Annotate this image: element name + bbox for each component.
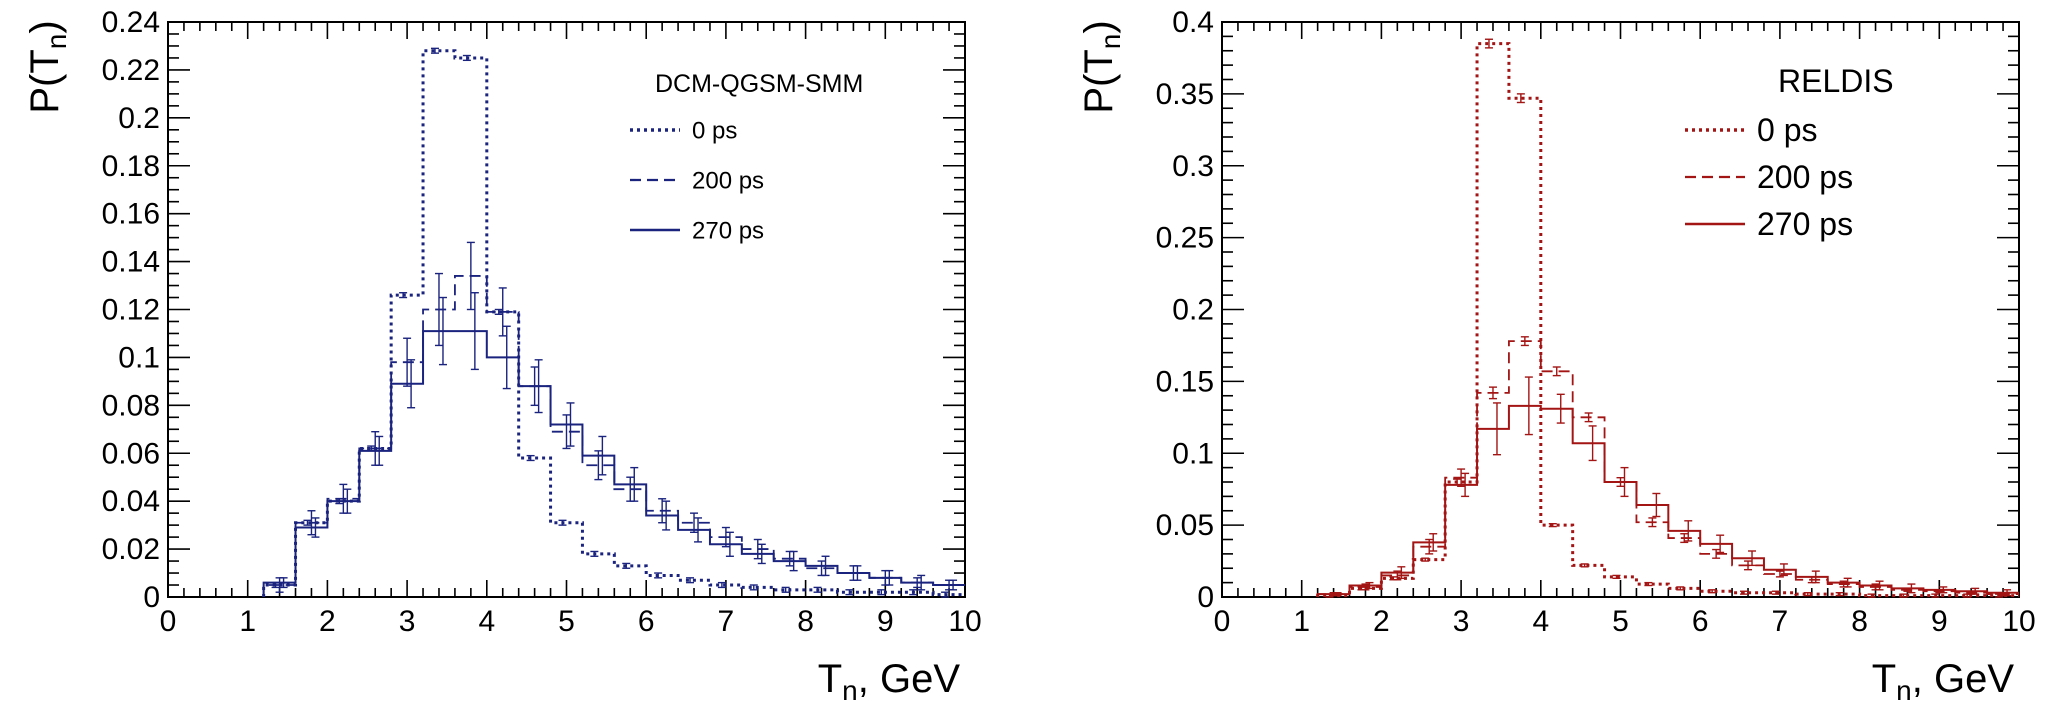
histogram-line: [262, 330, 965, 597]
x-tick-label: 7: [1772, 605, 1789, 638]
legend-label: 0 ps: [1757, 112, 1817, 148]
x-tick-label: 5: [558, 605, 575, 638]
y-tick-label: 0: [1197, 581, 1214, 614]
x-tick-label: 1: [239, 605, 256, 638]
x-axis-title: Tn, GeV: [1872, 657, 2015, 702]
legend-title: DCM-QGSM-SMM: [655, 70, 863, 98]
plot-frame: [167, 21, 966, 598]
legend: DCM-QGSM-SMM 0 ps 200 ps 270 ps: [630, 70, 863, 244]
y-tick-label: 0.05: [1156, 509, 1214, 542]
x-tick-label: 10: [948, 605, 981, 638]
series-270-ps: [1316, 376, 2019, 597]
x-tick-label: 8: [1851, 605, 1868, 638]
y-tick-label: 0.14: [102, 246, 160, 279]
y-tick-label: 0.3: [1172, 150, 1214, 183]
legend-label: 200 ps: [692, 167, 764, 194]
legend-label: 200 ps: [1757, 159, 1853, 195]
panel-2: 0 1 2 3 4 5 6 7 8 9 10 0 0.05 0.1 0.15 0.2 0.25 0.3 0.35 0.…: [1077, 6, 2036, 702]
y-tick-label: 0.15: [1156, 365, 1214, 398]
y-tick-label: 0.04: [102, 485, 160, 518]
legend-label: 270 ps: [1757, 206, 1853, 242]
y-tick-label: 0.35: [1156, 78, 1214, 111]
x-tick-label: 9: [1931, 605, 1948, 638]
x-tick-label: 2: [319, 605, 336, 638]
plot-frame: [1221, 21, 2020, 598]
y-tick-label: 0.2: [118, 102, 160, 135]
x-tick-label: 4: [478, 605, 495, 638]
x-tick-label: 9: [877, 605, 894, 638]
legend-title: RELDIS: [1778, 63, 1894, 99]
histogram-line: [262, 275, 965, 597]
legend: RELDIS 0 ps 200 ps 270 ps: [1685, 63, 1894, 242]
series-200-ps: [262, 241, 965, 597]
x-tick-label: 5: [1612, 605, 1629, 638]
y-tick-label: 0.18: [102, 150, 160, 183]
series-270-ps: [262, 292, 965, 597]
x-tick-label: 8: [797, 605, 814, 638]
legend-label: 270 ps: [692, 217, 764, 244]
y-axis-title: P(Tn): [1077, 20, 1126, 113]
x-tick-label: 3: [1453, 605, 1470, 638]
y-tick-label: 0: [143, 581, 160, 614]
y-tick-label: 0.12: [102, 294, 160, 327]
legend-label: 0 ps: [692, 117, 737, 144]
x-tick-label: 3: [399, 605, 416, 638]
x-tick-label: 4: [1532, 605, 1549, 638]
x-axis-title: Tn, GeV: [818, 657, 961, 702]
y-tick-label: 0.4: [1172, 6, 1214, 39]
x-tick-label: 10: [2002, 605, 2035, 638]
y-tick-label: 0.25: [1156, 222, 1214, 255]
x-tick-label: 2: [1373, 605, 1390, 638]
y-tick-label: 0.06: [102, 437, 160, 470]
y-tick-label: 0.1: [118, 341, 160, 374]
x-tick-label: 1: [1293, 605, 1310, 638]
x-tick-label: 0: [160, 605, 177, 638]
x-tick-label: 7: [718, 605, 735, 638]
x-tick-label: 6: [1692, 605, 1709, 638]
y-tick-label: 0.2: [1172, 294, 1214, 327]
y-axis-title: P(Tn): [23, 20, 72, 113]
y-tick-label: 0.1: [1172, 437, 1214, 470]
y-tick-label: 0.08: [102, 389, 160, 422]
y-tick-label: 0.24: [102, 6, 160, 39]
panel-1: 0 1 2 3 4 5 6 7 8 9 10 0 0.02 0.04 0.06 0.08 0.1 0.12 0.14…: [23, 6, 982, 702]
histogram-line: [262, 49, 965, 597]
x-tick-label: 6: [638, 605, 655, 638]
y-tick-label: 0.02: [102, 533, 160, 566]
histogram-line: [1316, 404, 2019, 597]
x-tick-label: 0: [1214, 605, 1231, 638]
y-tick-label: 0.22: [102, 54, 160, 87]
y-tick-label: 0.16: [102, 198, 160, 231]
series-0-ps: [262, 47, 965, 598]
